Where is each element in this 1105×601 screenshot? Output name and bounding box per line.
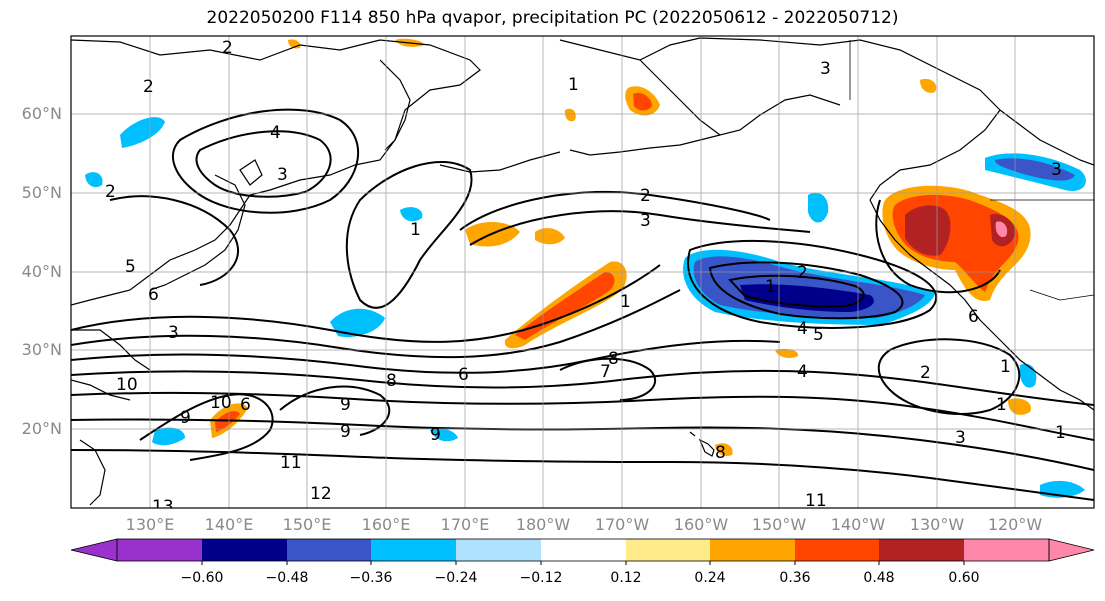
contour-label: 1 — [1000, 357, 1011, 377]
lon-label: 150°W — [751, 515, 807, 534]
lon-label: 180°W — [515, 515, 571, 534]
contour-label: 3 — [955, 428, 966, 448]
colorbar-tick-label: −0.48 — [265, 570, 309, 586]
contour-label: 6 — [458, 365, 469, 385]
contour-label: 6 — [148, 285, 159, 305]
lat-label: 60°N — [21, 104, 62, 123]
contour-labels: 2 2 3 4 3 2 1 3 2 3 2 1 1 4 5 6 1 2 1 1 … — [105, 38, 1066, 517]
contour-label: 8 — [386, 371, 397, 391]
contour-label: 9 — [180, 408, 191, 428]
contour-label: 1 — [568, 75, 579, 95]
colorbar-tick-label: 0.48 — [863, 570, 895, 586]
contour-label: 10 — [116, 375, 138, 395]
lat-label: 30°N — [21, 340, 62, 359]
lon-label: 130°W — [909, 515, 965, 534]
contour-label: 11 — [805, 491, 827, 511]
colorbar-tick-label: −0.60 — [180, 570, 224, 586]
contour-label: 9 — [430, 425, 441, 445]
contour-label: 3 — [277, 165, 288, 185]
colorbar-swatch — [541, 539, 626, 561]
colorbar-swatch — [287, 539, 371, 561]
colorbar-extend-high — [1048, 538, 1095, 562]
contour-label: 8 — [715, 443, 726, 463]
colorbar-tick-label: −0.36 — [349, 570, 393, 586]
colorbar-swatch — [710, 539, 795, 561]
contour-label: 3 — [640, 211, 651, 231]
colorbar-tick-label: −0.24 — [434, 570, 478, 586]
colorbar-tick-label: −0.12 — [519, 570, 563, 586]
graticule — [71, 36, 1094, 508]
lon-label: 160°W — [673, 515, 729, 534]
lon-label: 170°W — [594, 515, 650, 534]
contour-label: 1 — [765, 277, 776, 297]
contour-label: 6 — [240, 395, 251, 415]
contour-label: 3 — [820, 59, 831, 79]
contour-label: 10 — [210, 393, 232, 413]
lon-label: 140°E — [204, 515, 254, 534]
contour-label: 2 — [222, 38, 233, 58]
colorbar-swatch — [202, 539, 287, 561]
colorbar-swatch — [626, 539, 710, 561]
contour-label: 4 — [270, 123, 281, 143]
contour-label: 5 — [813, 325, 824, 345]
contour-label: 11 — [280, 453, 302, 473]
colorbar-swatch — [456, 539, 541, 561]
contour-lines — [71, 108, 1094, 501]
contour-label: 4 — [797, 362, 808, 382]
colorbar-tick-label: 0.24 — [694, 570, 726, 586]
colorbar-swatch — [964, 539, 1049, 561]
colorbar-swatch — [795, 539, 879, 561]
contour-label: 8 — [608, 349, 619, 369]
contour-label: 9 — [340, 422, 351, 442]
coastlines — [71, 37, 1094, 506]
contour-label: 12 — [310, 484, 332, 504]
contour-label: 9 — [340, 395, 351, 415]
colorbar-tick-label: 0.60 — [948, 570, 980, 586]
lat-label: 20°N — [21, 419, 62, 438]
contour-label: 6 — [968, 307, 979, 327]
lon-label: 160°E — [361, 515, 411, 534]
map-frame — [70, 35, 1095, 509]
lat-label: 40°N — [21, 262, 62, 281]
contour-label: 3 — [168, 323, 179, 343]
contour-label: 3 — [1051, 160, 1062, 180]
colorbar — [70, 538, 1095, 565]
contour-label: 4 — [797, 319, 808, 339]
colorbar-swatch — [879, 539, 964, 561]
contour-label: 2 — [143, 77, 154, 97]
colorbar-swatch — [371, 539, 456, 561]
map-title: 2022050200 F114 850 hPa qvapor, precipit… — [206, 8, 899, 28]
colorbar-swatch — [117, 539, 202, 561]
contour-label: 2 — [920, 363, 931, 383]
contour-label: 1 — [410, 220, 421, 240]
contour-label: 1 — [996, 395, 1007, 415]
contour-label: 2 — [105, 182, 116, 202]
contour-label: 1 — [1055, 423, 1066, 443]
colorbar-extend-low — [70, 538, 118, 562]
contour-label: 1 — [620, 292, 631, 312]
lon-label: 150°E — [282, 515, 332, 534]
contour-label: 13 — [152, 497, 174, 517]
colorbar-tick-label: 0.36 — [779, 570, 811, 586]
lat-label: 50°N — [21, 183, 62, 202]
contour-label: 5 — [125, 257, 136, 277]
lon-label: 140°W — [830, 515, 886, 534]
lon-label: 170°E — [440, 515, 490, 534]
lon-label: 120°W — [987, 515, 1043, 534]
contour-label: 2 — [797, 263, 808, 283]
colorbar-tick-label: 0.12 — [610, 570, 642, 586]
lon-label: 130°E — [125, 515, 175, 534]
contour-label: 2 — [640, 186, 651, 206]
contour-label: 7 — [600, 362, 611, 382]
